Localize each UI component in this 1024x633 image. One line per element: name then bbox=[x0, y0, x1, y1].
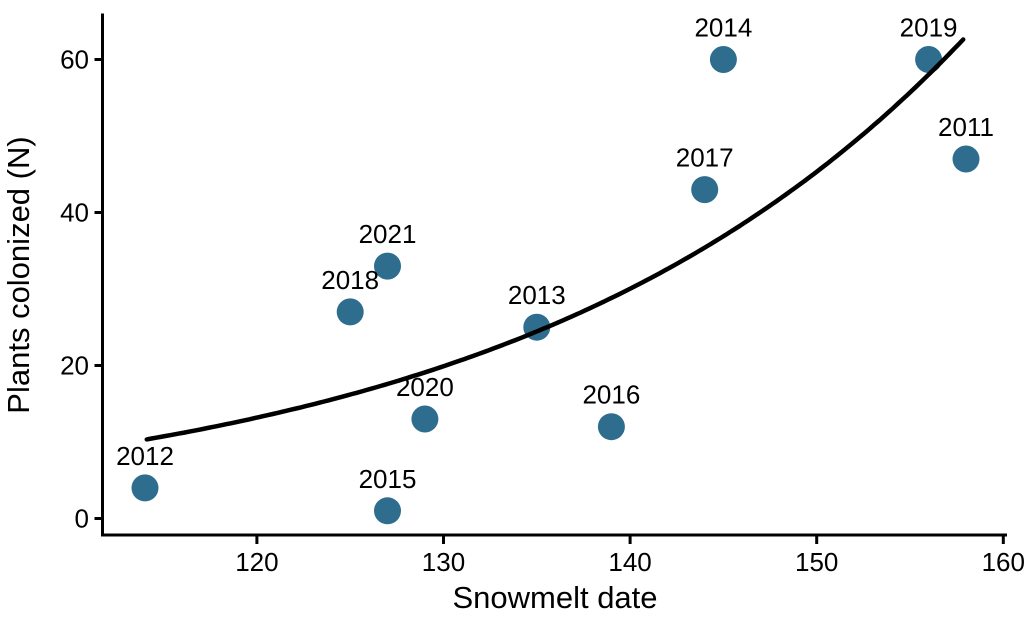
point-label-2011: 2011 bbox=[938, 112, 994, 142]
x-tick-label-130: 130 bbox=[422, 547, 465, 577]
x-tick-label-140: 140 bbox=[608, 547, 651, 577]
point-label-2020: 2020 bbox=[396, 372, 454, 402]
x-tick-label-160: 160 bbox=[982, 547, 1024, 577]
point-label-2016: 2016 bbox=[582, 380, 640, 410]
y-tick-label-0: 0 bbox=[75, 504, 89, 534]
data-point-2020 bbox=[411, 405, 439, 433]
point-label-2012: 2012 bbox=[116, 441, 174, 471]
point-label-2014: 2014 bbox=[694, 13, 752, 43]
data-point-2021 bbox=[374, 252, 401, 280]
data-point-2011 bbox=[952, 145, 980, 173]
y-tick-label-40: 40 bbox=[60, 198, 89, 228]
point-label-2013: 2013 bbox=[508, 280, 566, 310]
data-point-2019 bbox=[915, 46, 943, 73]
data-point-2015 bbox=[374, 497, 401, 525]
chart-layers: 2011201220132014201520162017201820192020… bbox=[60, 13, 1024, 578]
point-label-2015: 2015 bbox=[359, 464, 417, 494]
data-point-2018 bbox=[336, 298, 364, 326]
point-label-2018: 2018 bbox=[321, 265, 379, 295]
y-tick-label-20: 20 bbox=[60, 351, 89, 381]
point-label-2019: 2019 bbox=[900, 13, 958, 43]
y-tick-label-60: 60 bbox=[60, 45, 89, 75]
data-point-2016 bbox=[597, 413, 625, 441]
point-label-2021: 2021 bbox=[359, 219, 417, 249]
x-tick-label-150: 150 bbox=[795, 547, 838, 577]
trend-curve bbox=[144, 37, 966, 442]
x-tick-label-120: 120 bbox=[235, 547, 278, 577]
data-point-2017 bbox=[691, 176, 719, 204]
x-axis-title: Snowmelt date bbox=[452, 580, 657, 615]
point-label-2017: 2017 bbox=[676, 143, 734, 173]
y-axis-title: Plants colonized (N) bbox=[1, 136, 36, 413]
data-point-2012 bbox=[131, 474, 159, 502]
data-point-2014 bbox=[709, 46, 737, 73]
